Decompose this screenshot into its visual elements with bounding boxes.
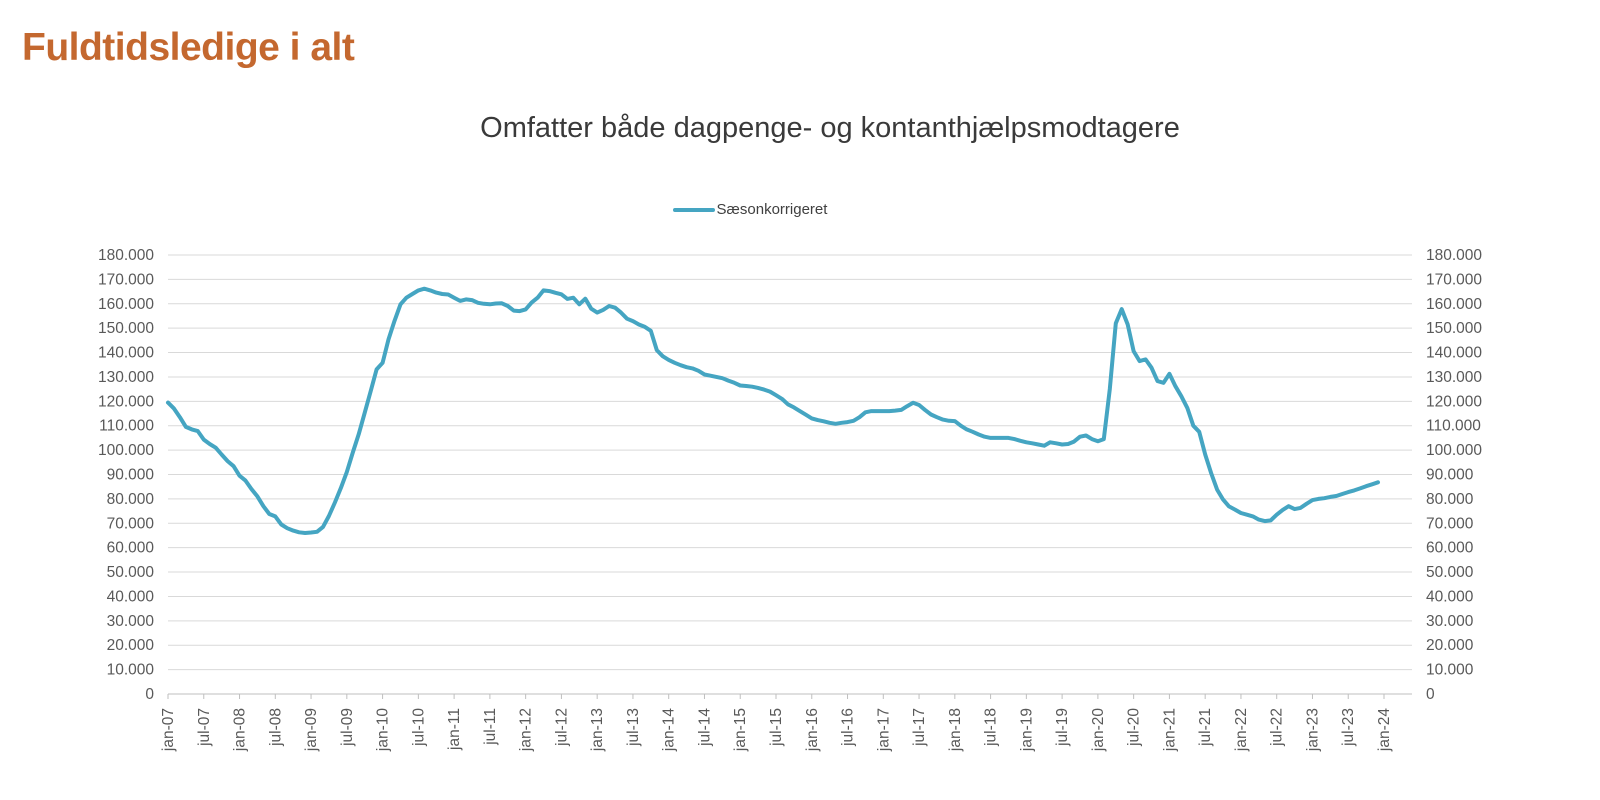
x-tick-label: jul-21 (1197, 708, 1214, 747)
x-tick-label: jul-19 (1054, 708, 1071, 747)
y-tick-label-left: 180.000 (98, 247, 154, 264)
page-title: Fuldtidsledige i alt (22, 26, 355, 69)
y-tick-label-left: 80.000 (107, 491, 155, 508)
chart-legend: Sæsonkorrigeret (0, 201, 1500, 218)
x-tick-label: jul-16 (840, 708, 857, 747)
x-tick-label: jan-13 (589, 708, 606, 752)
y-tick-label-right: 180.000 (1426, 247, 1482, 264)
y-tick-label-right: 30.000 (1426, 613, 1474, 630)
y-tick-label-right: 110.000 (1426, 418, 1481, 435)
x-tick-label: jan-14 (661, 708, 678, 752)
y-tick-label-left: 40.000 (107, 588, 155, 605)
legend-line-swatch (672, 207, 715, 212)
y-tick-label-right: 50.000 (1426, 564, 1474, 581)
x-tick-label: jan-15 (732, 708, 749, 752)
y-tick-label-right: 100.000 (1426, 442, 1482, 459)
y-tick-label-right: 150.000 (1426, 320, 1482, 337)
y-tick-label-right: 170.000 (1426, 271, 1482, 288)
y-tick-label-left: 140.000 (98, 345, 154, 362)
y-tick-label-left: 110.000 (99, 418, 154, 435)
y-tick-label-right: 140.000 (1426, 345, 1482, 362)
y-tick-label-right: 40.000 (1426, 588, 1474, 605)
x-tick-label: jul-15 (768, 708, 785, 747)
x-tick-label: jul-13 (625, 708, 642, 747)
y-tick-label-left: 170.000 (98, 271, 154, 288)
x-tick-label: jul-17 (911, 708, 928, 747)
y-tick-label-left: 50.000 (107, 564, 155, 581)
series-line-saesonkorrigeret (166, 286, 1380, 535)
y-tick-label-right: 160.000 (1426, 296, 1482, 313)
chart-subtitle: Omfatter både dagpenge- og kontanthjælps… (480, 112, 1180, 144)
x-tick-label: jan-21 (1161, 708, 1178, 752)
y-tick-label-right: 70.000 (1426, 515, 1474, 532)
y-tick-label-right: 0 (1426, 686, 1435, 703)
x-tick-label: jan-22 (1233, 708, 1250, 752)
y-tick-label-right: 90.000 (1426, 467, 1474, 484)
x-tick-label: jan-10 (375, 708, 392, 752)
y-tick-label-left: 0 (145, 686, 154, 703)
x-tick-label: jan-08 (232, 708, 249, 752)
x-tick-label: jul-20 (1126, 708, 1143, 747)
x-tick-label: jan-12 (518, 708, 535, 752)
y-tick-label-right: 80.000 (1426, 491, 1474, 508)
y-tick-label-right: 130.000 (1426, 369, 1482, 386)
x-tick-label: jul-07 (196, 708, 213, 747)
x-tick-label: jan-24 (1376, 708, 1393, 752)
x-tick-label: jul-12 (553, 708, 570, 747)
y-tick-label-left: 70.000 (107, 515, 155, 532)
x-tick-label: jul-22 (1269, 708, 1286, 747)
x-tick-label: jul-11 (482, 708, 499, 746)
x-tick-label: jan-07 (160, 708, 177, 752)
x-tick-label: jan-16 (804, 708, 821, 752)
y-tick-label-right: 120.000 (1426, 393, 1482, 410)
x-tick-label: jan-17 (875, 708, 892, 752)
x-tick-label: jul-14 (696, 708, 713, 747)
y-tick-label-left: 30.000 (107, 613, 155, 630)
y-tick-label-left: 90.000 (107, 467, 155, 484)
y-tick-label-right: 10.000 (1426, 662, 1474, 679)
y-tick-label-right: 20.000 (1426, 637, 1474, 654)
y-tick-label-left: 20.000 (107, 637, 155, 654)
y-tick-label-left: 100.000 (98, 442, 154, 459)
y-tick-label-left: 120.000 (98, 393, 154, 410)
x-tick-label: jul-09 (339, 708, 356, 747)
y-tick-label-left: 130.000 (98, 369, 154, 386)
legend-label: Sæsonkorrigeret (716, 201, 828, 218)
x-tick-label: jul-23 (1340, 708, 1357, 747)
y-tick-label-right: 60.000 (1426, 540, 1474, 557)
x-tick-label: jul-10 (410, 708, 427, 747)
x-tick-label: jan-20 (1090, 708, 1107, 752)
x-tick-label: jan-09 (303, 708, 320, 752)
y-tick-label-left: 160.000 (98, 296, 154, 313)
x-tick-label: jan-23 (1304, 708, 1321, 752)
x-tick-label: jan-11 (446, 708, 463, 751)
line-chart: 0 0 10.000 10.000 20.000 20.000 30.000 30.000 40… (98, 247, 1482, 752)
x-tick-label: jul-08 (267, 708, 284, 747)
x-tick-label: jan-19 (1018, 708, 1035, 752)
y-tick-label-left: 150.000 (98, 320, 154, 337)
y-tick-label-left: 60.000 (107, 540, 155, 557)
x-tick-label: jul-18 (983, 708, 1000, 747)
y-tick-label-left: 10.000 (107, 662, 155, 679)
x-tick-label: jan-18 (947, 708, 964, 752)
